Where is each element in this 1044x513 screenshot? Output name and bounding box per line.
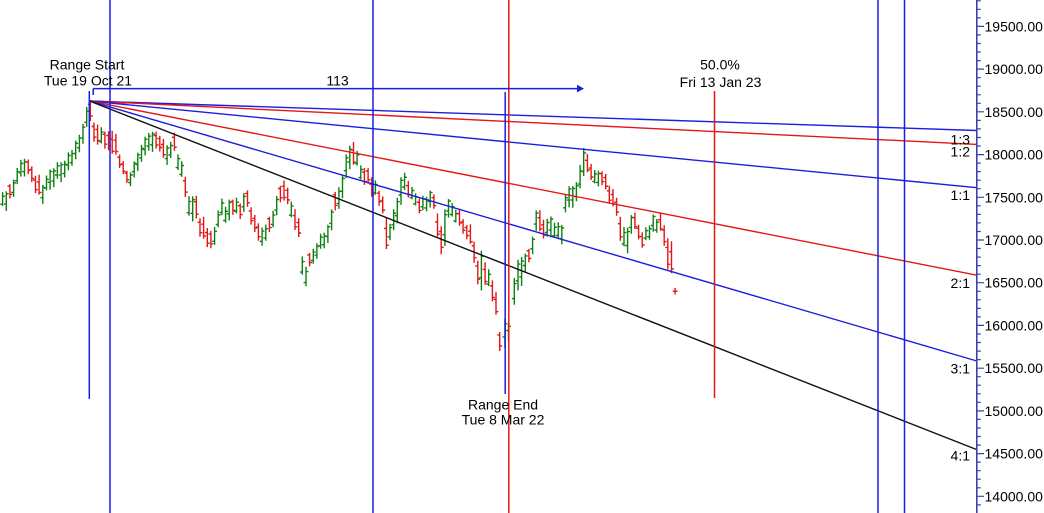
svg-text:16000.00: 16000.00 xyxy=(985,317,1044,333)
svg-text:18000.00: 18000.00 xyxy=(985,147,1044,163)
svg-text:19000.00: 19000.00 xyxy=(985,61,1044,77)
svg-text:15500.00: 15500.00 xyxy=(985,360,1044,376)
svg-text:Range Start: Range Start xyxy=(50,57,125,73)
svg-text:50.0%: 50.0% xyxy=(700,57,740,73)
svg-text:Tue 8 Mar 22: Tue 8 Mar 22 xyxy=(462,412,545,428)
svg-text:3:1: 3:1 xyxy=(951,361,971,377)
svg-text:1:3: 1:3 xyxy=(951,132,971,148)
svg-text:17500.00: 17500.00 xyxy=(985,189,1044,205)
svg-text:17000.00: 17000.00 xyxy=(985,232,1044,248)
svg-text:1:1: 1:1 xyxy=(951,187,971,203)
svg-text:18500.00: 18500.00 xyxy=(985,104,1044,120)
svg-text:2:1: 2:1 xyxy=(951,275,971,291)
svg-text:14500.00: 14500.00 xyxy=(985,446,1044,462)
svg-text:Range End: Range End xyxy=(468,397,538,413)
svg-text:14000.00: 14000.00 xyxy=(985,488,1044,504)
svg-text:Fri 13 Jan 23: Fri 13 Jan 23 xyxy=(680,74,762,90)
svg-text:1:2: 1:2 xyxy=(951,144,971,160)
svg-text:4:1: 4:1 xyxy=(951,448,971,464)
svg-text:19500.00: 19500.00 xyxy=(985,18,1044,34)
svg-text:16500.00: 16500.00 xyxy=(985,275,1044,291)
svg-text:113: 113 xyxy=(326,73,349,89)
svg-text:15000.00: 15000.00 xyxy=(985,403,1044,419)
svg-text:Tue 19 Oct 21: Tue 19 Oct 21 xyxy=(44,73,132,89)
